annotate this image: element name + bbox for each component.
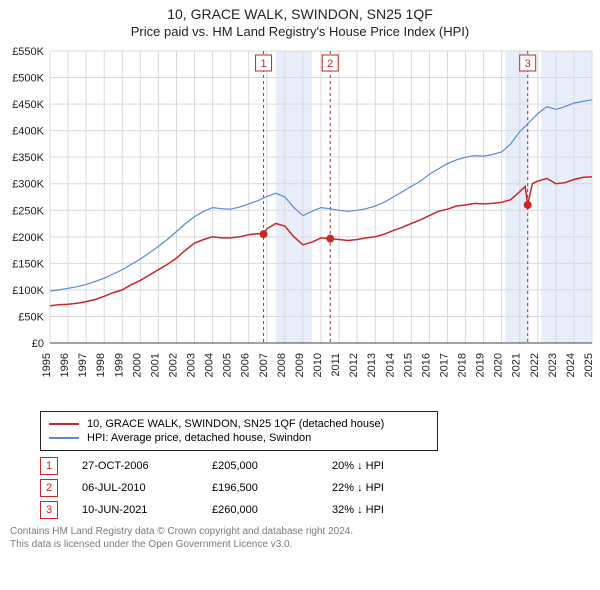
svg-text:2025: 2025 xyxy=(583,353,595,377)
legend-swatch xyxy=(49,437,79,439)
svg-text:£400K: £400K xyxy=(12,126,44,138)
sale-row: 2 06-JUL-2010£196,50022% ↓ HPI xyxy=(40,479,590,497)
svg-text:2022: 2022 xyxy=(529,353,541,377)
svg-text:2019: 2019 xyxy=(475,353,487,377)
svg-text:£150K: £150K xyxy=(12,258,44,270)
svg-text:2011: 2011 xyxy=(330,353,342,377)
svg-text:£500K: £500K xyxy=(12,73,44,85)
footnote-line: This data is licensed under the Open Gov… xyxy=(10,538,590,551)
svg-text:2015: 2015 xyxy=(402,353,414,377)
legend: 10, GRACE WALK, SWINDON, SN25 1QF (detac… xyxy=(40,411,438,451)
legend-item: 10, GRACE WALK, SWINDON, SN25 1QF (detac… xyxy=(49,418,429,430)
svg-text:2005: 2005 xyxy=(222,353,234,377)
sale-price: £196,500 xyxy=(212,482,332,494)
svg-text:£250K: £250K xyxy=(12,205,44,217)
svg-text:£550K: £550K xyxy=(12,46,44,58)
legend-label: 10, GRACE WALK, SWINDON, SN25 1QF (detac… xyxy=(87,418,384,430)
chart-subtitle: Price paid vs. HM Land Registry's House … xyxy=(0,24,600,39)
svg-text:£200K: £200K xyxy=(12,232,44,244)
svg-text:1997: 1997 xyxy=(77,353,89,377)
svg-text:£100K: £100K xyxy=(12,285,44,297)
sale-price: £205,000 xyxy=(212,460,332,472)
svg-text:2: 2 xyxy=(327,58,333,70)
svg-text:2023: 2023 xyxy=(547,353,559,377)
svg-text:2006: 2006 xyxy=(240,353,252,377)
container: 10, GRACE WALK, SWINDON, SN25 1QF Price … xyxy=(0,6,600,551)
svg-text:2001: 2001 xyxy=(149,353,161,377)
sale-date: 10-JUN-2021 xyxy=(82,504,212,516)
svg-text:2008: 2008 xyxy=(276,353,288,377)
svg-text:2017: 2017 xyxy=(438,353,450,377)
sale-delta: 22% ↓ HPI xyxy=(332,482,452,494)
svg-text:2003: 2003 xyxy=(186,353,198,377)
sale-delta: 32% ↓ HPI xyxy=(332,504,452,516)
legend-label: HPI: Average price, detached house, Swin… xyxy=(87,432,311,444)
svg-text:2000: 2000 xyxy=(131,353,143,377)
svg-text:1: 1 xyxy=(260,58,266,70)
chart-svg: £0 £50K £100K £150K £200K £250K £300K £350K £400… xyxy=(0,43,600,403)
svg-text:1995: 1995 xyxy=(41,353,53,377)
svg-text:2013: 2013 xyxy=(366,353,378,377)
chart-title: 10, GRACE WALK, SWINDON, SN25 1QF xyxy=(0,6,600,22)
chart: £0 £50K £100K £150K £200K £250K £300K £350K £400… xyxy=(0,43,600,403)
sale-date: 06-JUL-2010 xyxy=(82,482,212,494)
svg-text:2024: 2024 xyxy=(565,353,577,377)
sale-price: £260,000 xyxy=(212,504,332,516)
sale-delta: 20% ↓ HPI xyxy=(332,460,452,472)
svg-text:3: 3 xyxy=(525,58,531,70)
svg-text:1996: 1996 xyxy=(59,353,71,377)
svg-text:2004: 2004 xyxy=(204,353,216,377)
svg-text:2016: 2016 xyxy=(420,353,432,377)
svg-text:2020: 2020 xyxy=(493,353,505,377)
legend-item: HPI: Average price, detached house, Swin… xyxy=(49,432,429,444)
footnote: Contains HM Land Registry data © Crown c… xyxy=(10,525,590,551)
sale-row: 1 27-OCT-2006£205,00020% ↓ HPI xyxy=(40,457,590,475)
sale-badge: 2 xyxy=(40,479,58,497)
svg-text:1999: 1999 xyxy=(113,353,125,377)
svg-text:£50K: £50K xyxy=(18,311,44,323)
legend-swatch xyxy=(49,423,79,425)
footnote-line: Contains HM Land Registry data © Crown c… xyxy=(10,525,590,538)
svg-text:£300K: £300K xyxy=(12,179,44,191)
sale-badge: 3 xyxy=(40,501,58,519)
svg-text:2018: 2018 xyxy=(457,353,469,377)
sale-badge: 1 xyxy=(40,457,58,475)
svg-text:2002: 2002 xyxy=(167,353,179,377)
sales-table: 1 27-OCT-2006£205,00020% ↓ HPI 2 06-JUL-201… xyxy=(40,457,590,519)
svg-text:2009: 2009 xyxy=(294,353,306,377)
svg-text:2021: 2021 xyxy=(511,353,523,377)
svg-text:2012: 2012 xyxy=(348,353,360,377)
svg-text:£450K: £450K xyxy=(12,99,44,111)
svg-text:£350K: £350K xyxy=(12,152,44,164)
svg-text:2007: 2007 xyxy=(258,353,270,377)
svg-text:1998: 1998 xyxy=(95,353,107,377)
svg-text:2014: 2014 xyxy=(384,353,396,377)
svg-text:2010: 2010 xyxy=(312,353,324,377)
sale-row: 3 10-JUN-2021£260,00032% ↓ HPI xyxy=(40,501,590,519)
svg-text:£0: £0 xyxy=(32,338,44,350)
sale-date: 27-OCT-2006 xyxy=(82,460,212,472)
